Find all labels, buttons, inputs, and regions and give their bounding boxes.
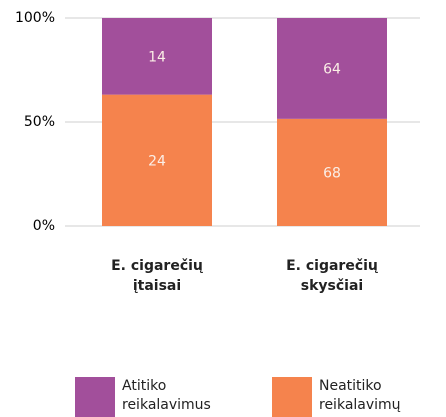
- data-label: 64: [323, 61, 341, 77]
- bar-segment: [102, 18, 212, 95]
- data-label: 14: [148, 49, 166, 65]
- x-tick-label: E. cigarečių skysčiai: [286, 258, 378, 294]
- legend-label: Neatitiko reikalavimų: [319, 378, 401, 413]
- bar-segment: [277, 118, 387, 226]
- y-tick-label: 0%: [33, 218, 55, 234]
- data-label: 24: [148, 153, 166, 169]
- bar-segment: [277, 18, 387, 119]
- x-tick-label: E. cigarečių įtaisai: [111, 258, 203, 294]
- legend-label: Atitiko reikalavimus: [122, 378, 211, 413]
- bar-segment: [102, 94, 212, 226]
- y-tick-label: 100%: [15, 10, 55, 26]
- legend-swatch: [75, 377, 115, 417]
- data-label: 68: [323, 165, 341, 181]
- legend-swatch: [272, 377, 312, 417]
- y-tick-label: 50%: [24, 114, 55, 130]
